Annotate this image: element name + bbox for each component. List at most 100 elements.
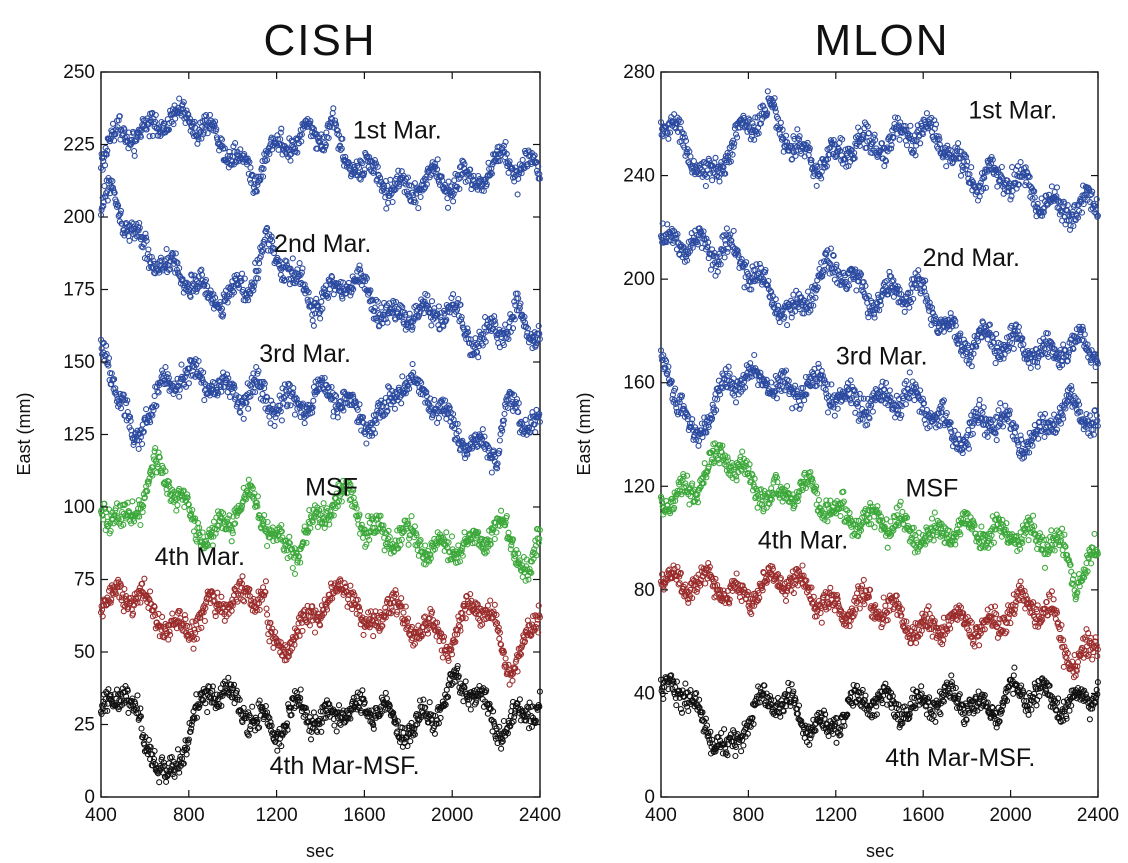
- data-point: [289, 564, 296, 572]
- data-point: [306, 622, 313, 629]
- data-point: [333, 126, 340, 133]
- data-point: [211, 122, 218, 129]
- data-point: [204, 130, 211, 137]
- data-point: [146, 133, 153, 140]
- data-point: [152, 445, 159, 452]
- data-point: [247, 164, 254, 171]
- data-point: [514, 191, 521, 198]
- data-point: [712, 154, 719, 161]
- data-point: [491, 535, 498, 543]
- data-point: [374, 163, 381, 170]
- data-point: [297, 686, 304, 693]
- data-point: [201, 617, 208, 625]
- data-point: [155, 389, 162, 396]
- data-point: [435, 178, 442, 185]
- data-point: [260, 173, 267, 180]
- data-point: [294, 149, 301, 156]
- data-point: [395, 167, 402, 174]
- series-label: MSF: [305, 473, 358, 501]
- data-point: [221, 145, 228, 152]
- data-point: [400, 609, 407, 616]
- data-point: [498, 745, 505, 752]
- data-point: [357, 176, 364, 183]
- data-point: [331, 722, 338, 729]
- data-point: [195, 136, 202, 143]
- data-point: [301, 420, 308, 427]
- y-tick-label: 150: [63, 352, 95, 373]
- data-point: [264, 611, 271, 618]
- data-point: [262, 578, 269, 585]
- data-point: [298, 131, 305, 138]
- data-point: [488, 469, 495, 476]
- data-point: [238, 270, 246, 277]
- x-tick-label: 800: [173, 805, 205, 826]
- data-point: [428, 322, 435, 329]
- data-point: [101, 162, 109, 169]
- data-point: [176, 95, 183, 102]
- data-point: [480, 187, 487, 195]
- data-point: [496, 635, 503, 642]
- data-point: [291, 570, 299, 577]
- data-point: [204, 709, 211, 716]
- data-point: [101, 182, 108, 190]
- data-point: [509, 677, 516, 684]
- data-point: [443, 529, 450, 536]
- data-point: [217, 135, 224, 142]
- data-point: [444, 204, 452, 211]
- x-axis-label: sec: [306, 841, 334, 861]
- data-point: [169, 610, 176, 617]
- y-tick-label: 125: [63, 425, 95, 446]
- data-point: [165, 126, 172, 133]
- data-point: [407, 738, 414, 745]
- data-point: [173, 507, 180, 514]
- data-point: [479, 426, 486, 433]
- data-point: [496, 437, 503, 444]
- series-points: [657, 88, 1101, 760]
- data-point: [311, 629, 319, 636]
- series-label: 4th Mar-MSF.: [270, 752, 420, 780]
- data-point: [278, 417, 285, 424]
- data-point: [287, 157, 294, 164]
- data-point: [318, 298, 325, 305]
- data-point: [134, 692, 141, 699]
- data-point: [381, 183, 388, 190]
- data-point: [438, 173, 445, 180]
- data-point: [734, 134, 741, 141]
- data-point: [116, 113, 123, 120]
- data-point: [777, 119, 784, 126]
- data-point: [237, 146, 244, 153]
- data-point: [125, 709, 132, 716]
- x-tick-label: 1200: [255, 805, 297, 826]
- data-point: [143, 406, 150, 413]
- data-point: [317, 315, 324, 322]
- data-point: [296, 260, 303, 267]
- data-point: [190, 645, 197, 652]
- data-point: [239, 573, 246, 580]
- data-point: [163, 778, 170, 785]
- data-point: [342, 153, 349, 160]
- y-tick-label: 225: [63, 135, 95, 156]
- data-point: [363, 440, 370, 447]
- data-point: [329, 110, 336, 117]
- data-point: [240, 415, 247, 422]
- data-point: [287, 151, 295, 158]
- data-point: [310, 383, 317, 391]
- series-label: 2nd Mar.: [274, 230, 371, 258]
- data-point: [439, 177, 446, 184]
- series-points: [97, 95, 543, 786]
- data-point: [97, 164, 105, 172]
- data-point: [501, 410, 508, 417]
- data-point: [434, 166, 441, 173]
- data-point: [226, 152, 234, 159]
- data-point: [307, 736, 315, 743]
- data-point: [108, 131, 115, 138]
- y-tick-label: 50: [74, 642, 95, 663]
- data-point: [467, 706, 474, 713]
- data-point: [152, 111, 159, 119]
- data-point: [475, 354, 482, 361]
- data-point: [399, 373, 406, 380]
- data-point: [387, 176, 394, 183]
- chart-title: MLON: [814, 16, 949, 65]
